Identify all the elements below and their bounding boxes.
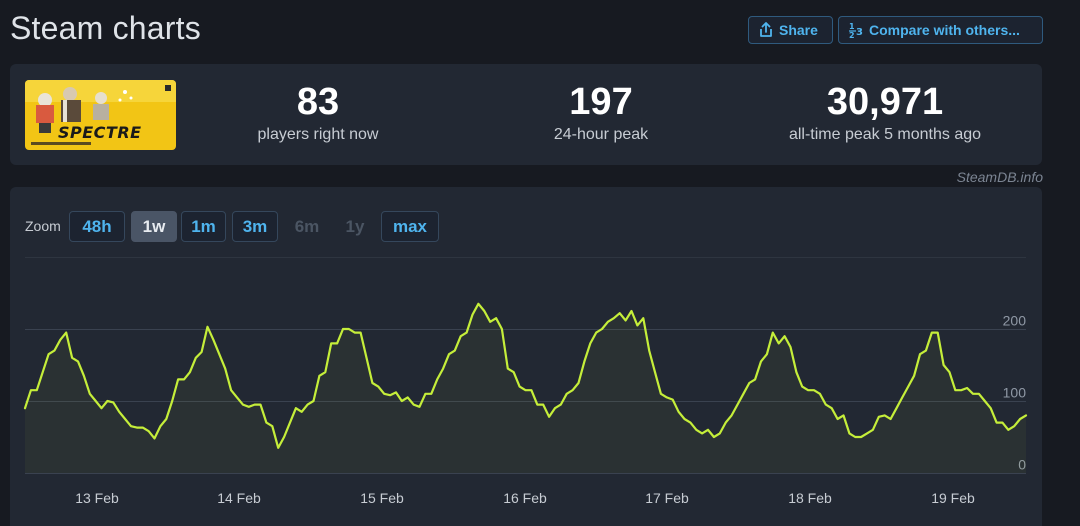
game-header-image[interactable]: SPECTRE xyxy=(25,80,176,150)
share-button-label: Share xyxy=(779,22,818,38)
stats-card: SPECTRE 83 players right now 197 24-hour… xyxy=(10,64,1042,165)
x-tick-label: 19 Feb xyxy=(931,490,975,506)
share-button[interactable]: Share xyxy=(748,16,833,44)
x-tick-label: 13 Feb xyxy=(75,490,119,506)
all-time-peak-label: all-time peak 5 months ago xyxy=(788,126,982,143)
zoom-48h-button[interactable]: 48h xyxy=(69,211,125,242)
player-count-line xyxy=(23,302,1028,449)
share-icon xyxy=(759,22,773,38)
peak-24h-label: 24-hour peak xyxy=(553,126,649,143)
current-players-label: players right now xyxy=(257,126,379,143)
game-logo-text: SPECTRE xyxy=(58,123,142,142)
compare-button[interactable]: 1 2 3 Compare with others... xyxy=(838,16,1043,44)
series-area-fill xyxy=(25,303,1026,473)
zoom-1w-button[interactable]: 1w xyxy=(131,211,177,242)
zoom-max-button[interactable]: max xyxy=(381,211,439,242)
page-title: Steam charts xyxy=(10,10,201,46)
y-tick-label: 200 xyxy=(1003,313,1027,329)
svg-text:2: 2 xyxy=(849,31,855,38)
x-tick-label: 18 Feb xyxy=(788,490,832,506)
x-tick-label: 16 Feb xyxy=(503,490,547,506)
zoom-1m-button[interactable]: 1m xyxy=(181,211,226,242)
all-time-peak-value: 30,971 xyxy=(826,81,944,123)
zoom-3m-button[interactable]: 3m xyxy=(232,211,278,242)
zoom-6m-button: 6m xyxy=(294,216,320,236)
peak-24h-value: 197 xyxy=(569,81,633,123)
compare-button-label: Compare with others... xyxy=(869,22,1020,38)
svg-text:1: 1 xyxy=(849,22,855,31)
x-tick-label: 15 Feb xyxy=(360,490,404,506)
zoom-1y-button: 1y xyxy=(345,216,365,236)
svg-text:3: 3 xyxy=(856,27,863,38)
stat-24h-peak: 197 24-hour peak xyxy=(501,80,701,144)
stat-current-players: 83 players right now xyxy=(218,80,418,144)
steamdb-credit: SteamDB.info xyxy=(956,169,1043,185)
compare-icon: 1 2 3 xyxy=(849,22,863,38)
y-tick-label: 100 xyxy=(1003,385,1027,401)
current-players-value: 83 xyxy=(296,81,340,123)
x-tick-label: 14 Feb xyxy=(217,490,261,506)
zoom-label: Zoom xyxy=(25,218,61,234)
player-count-chart[interactable]: 0 100 200 13 Feb 14 Feb 15 Feb 16 Feb 17 Feb 18 … xyxy=(10,187,1042,526)
game-logo-art: SPECTRE xyxy=(25,80,176,150)
stat-all-time-peak: 30,971 all-time peak 5 months ago xyxy=(745,80,1025,144)
y-tick-label: 0 xyxy=(1018,457,1026,473)
x-tick-label: 17 Feb xyxy=(645,490,689,506)
